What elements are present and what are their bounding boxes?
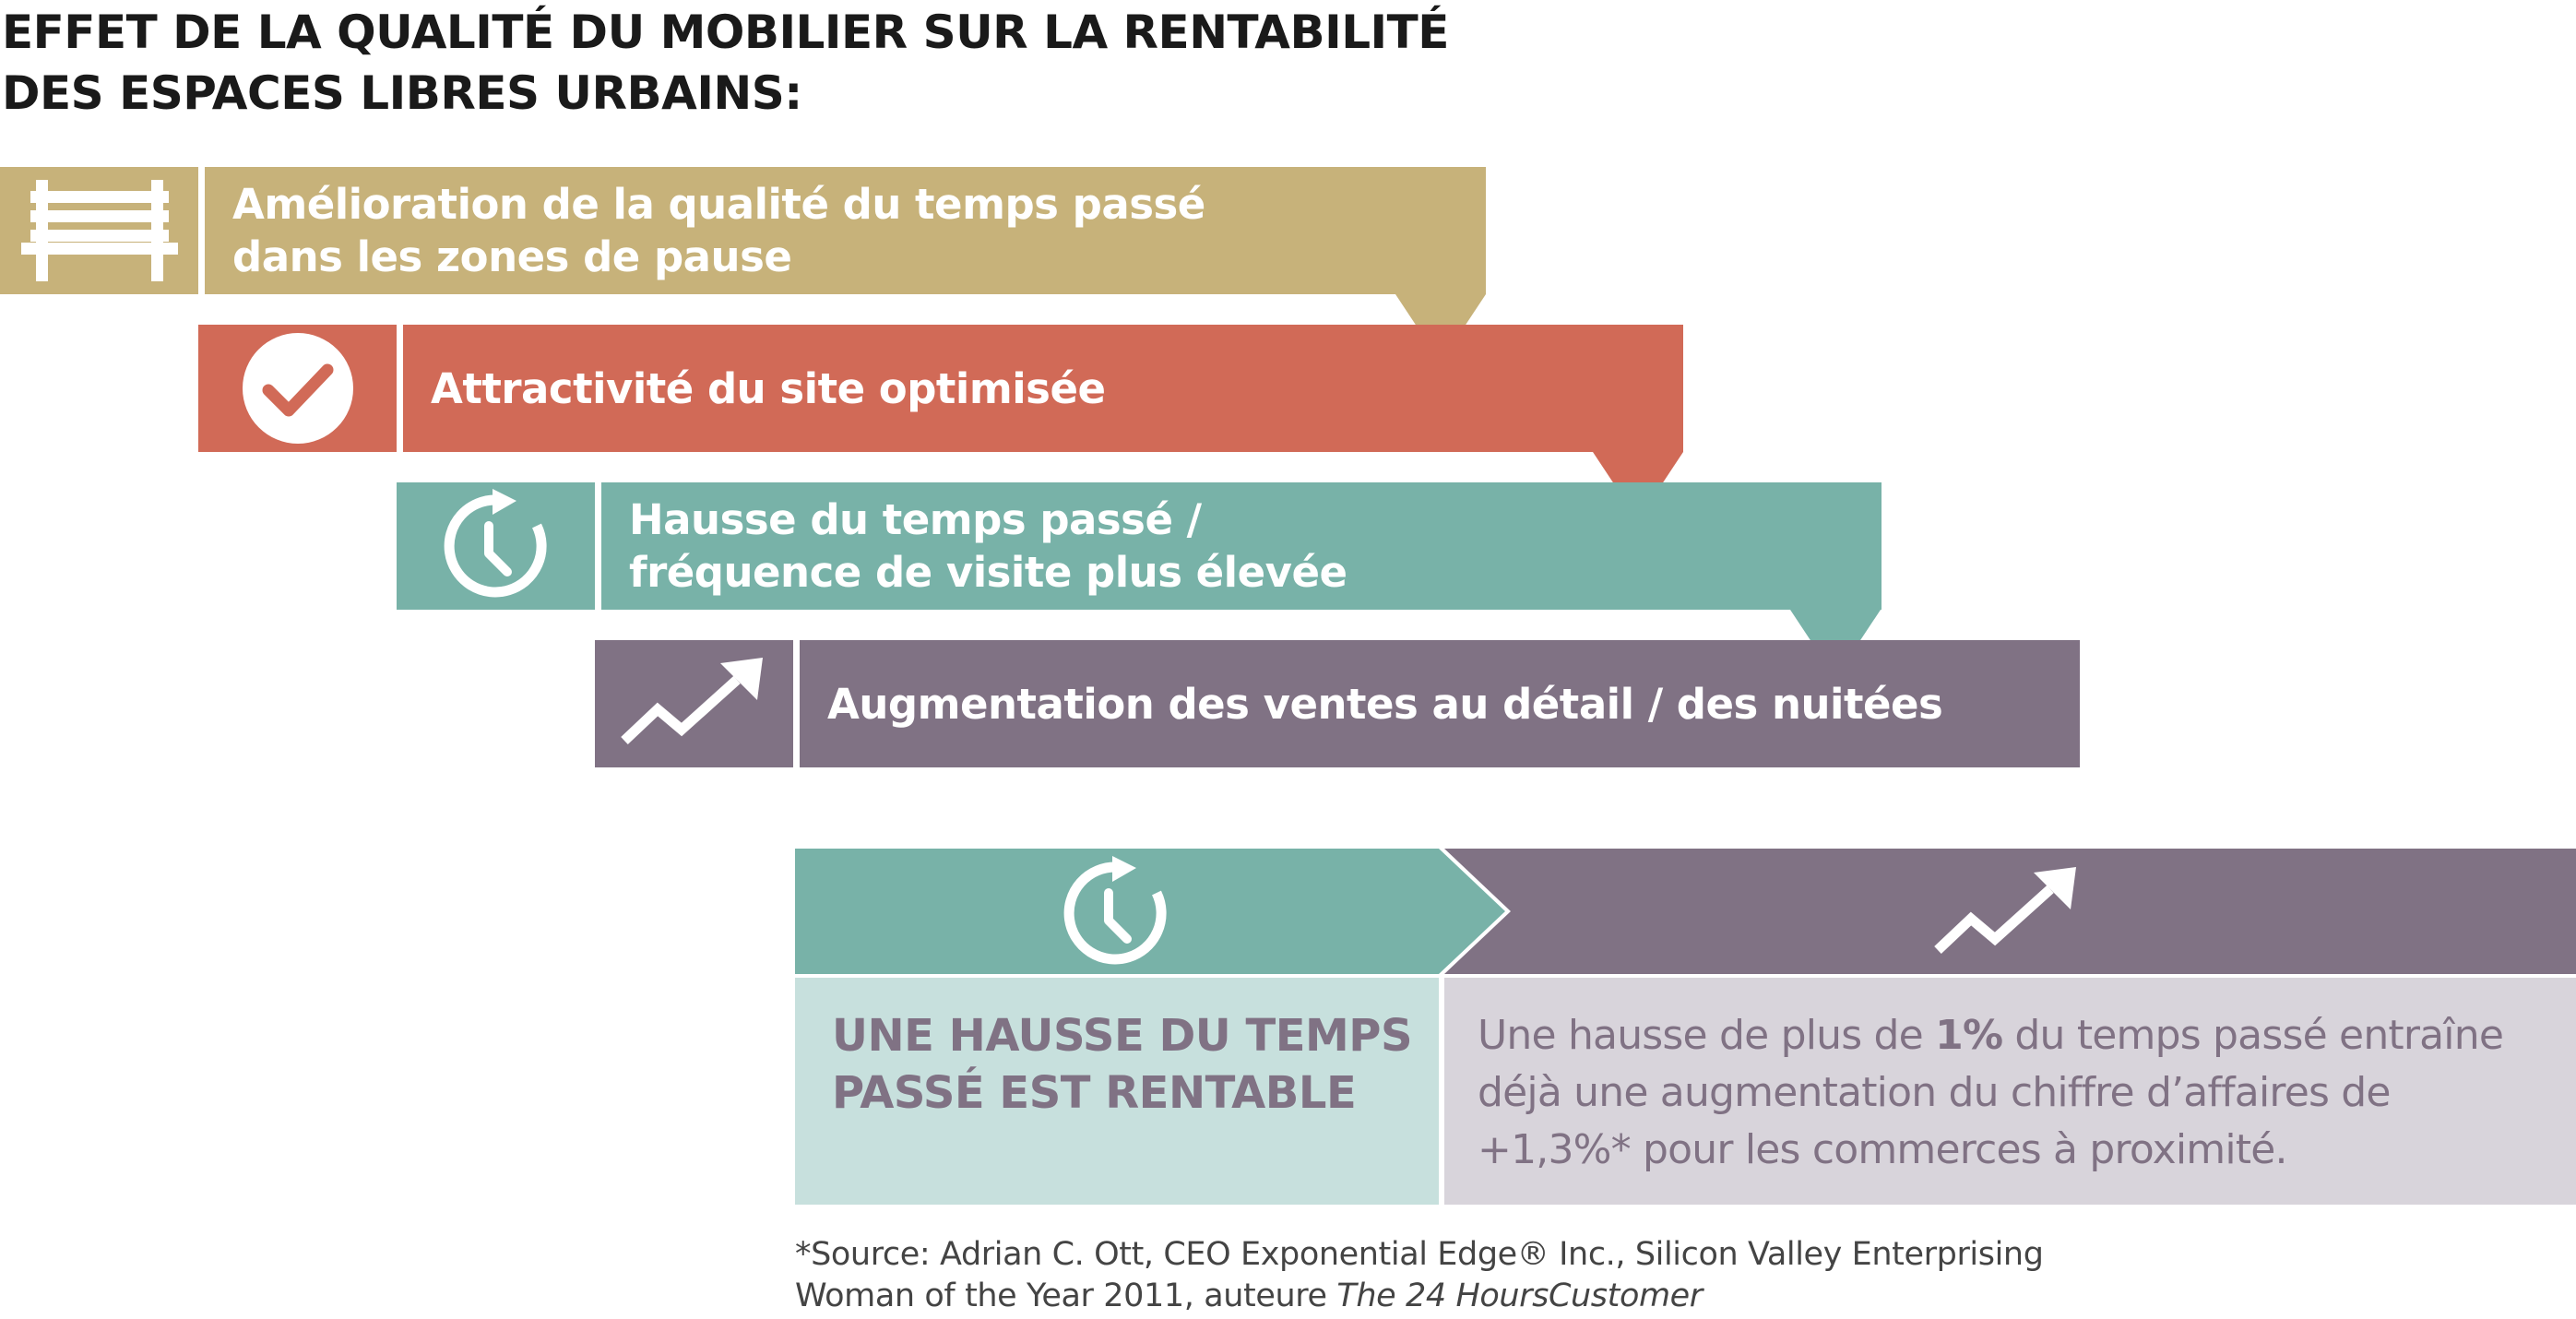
- info-left-line-2: PASSÉ EST RENTABLE: [832, 1067, 1357, 1119]
- step-4-band: Augmentation des ventes au détail / des …: [800, 640, 2080, 767]
- info-left-panel: UNE HAUSSE DU TEMPS PASSÉ EST RENTABLE: [795, 978, 1439, 1205]
- title-line-1: EFFET DE LA QUALITÉ DU MOBILIER SUR LA R…: [2, 6, 1449, 59]
- info-header-teal-arrow: [795, 849, 1505, 974]
- bench-icon: [20, 180, 178, 281]
- info-left-line-1: UNE HAUSSE DU TEMPS: [832, 1010, 1413, 1062]
- clock-refresh-icon: [444, 489, 547, 598]
- info-header-purple-band: [1444, 849, 2576, 974]
- step-4-icon-box: [595, 640, 793, 767]
- step-3-line-1: Hausse du temps passé /: [629, 495, 1202, 544]
- step-2-line-1: Attractivité du site optimisée: [431, 363, 1106, 413]
- info-right-line-3: +1,3%* pour les commerces à proximité.: [1478, 1126, 2287, 1173]
- info-right-panel: Une hausse de plus de 1% du temps passé …: [1444, 978, 2576, 1205]
- info-right-highlight: 1%: [1935, 1012, 2003, 1059]
- checkmark-icon: [242, 333, 353, 444]
- footnote-line-2-pre: Woman of the Year 2011, auteure: [795, 1277, 1337, 1314]
- page-title: EFFET DE LA QUALITÉ DU MOBILIER SUR LA R…: [2, 2, 1570, 124]
- step-3-icon-box: [397, 482, 595, 610]
- info-right-line-1: Une hausse de plus de 1% du temps passé …: [1478, 1007, 2558, 1064]
- info-right-line-2: déjà une augmentation du chiffre d’affai…: [1478, 1069, 2392, 1116]
- info-header: [795, 849, 2576, 974]
- info-right-line-1-pre: Une hausse de plus de: [1478, 1012, 1936, 1059]
- title-line-2: DES ESPACES LIBRES URBAINS:: [2, 66, 802, 120]
- step-1-icon-box: [0, 167, 198, 294]
- source-footnote: *Source: Adrian C. Ott, CEO Exponential …: [795, 1234, 2044, 1317]
- trend-up-icon: [620, 658, 763, 744]
- step-3-line-2: fréquence de visite plus élevée: [629, 548, 1347, 597]
- step-3-band: Hausse du temps passé / fréquence de vis…: [601, 482, 1882, 610]
- step-2-band: Attractivité du site optimisée: [403, 325, 1683, 452]
- trend-up-icon: [1934, 867, 2076, 954]
- clock-refresh-icon: [1063, 856, 1167, 965]
- footnote-line-2: Woman of the Year 2011, auteure The 24 H…: [795, 1276, 1994, 1317]
- step-2-icon-box: [198, 325, 397, 452]
- step-4-line-1: Augmentation des ventes au détail / des …: [827, 679, 1943, 729]
- footnote-book-title: The 24 HoursCustomer: [1336, 1277, 1703, 1314]
- info-right-line-1-post: du temps passé entraîne: [2002, 1012, 2504, 1059]
- footnote-line-1: *Source: Adrian C. Ott, CEO Exponential …: [795, 1236, 2044, 1273]
- step-1-line-1: Amélioration de la qualité du temps pass…: [232, 180, 1205, 229]
- step-1-band: Amélioration de la qualité du temps pass…: [205, 167, 1486, 294]
- step-1-line-2: dans les zones de pause: [232, 232, 792, 281]
